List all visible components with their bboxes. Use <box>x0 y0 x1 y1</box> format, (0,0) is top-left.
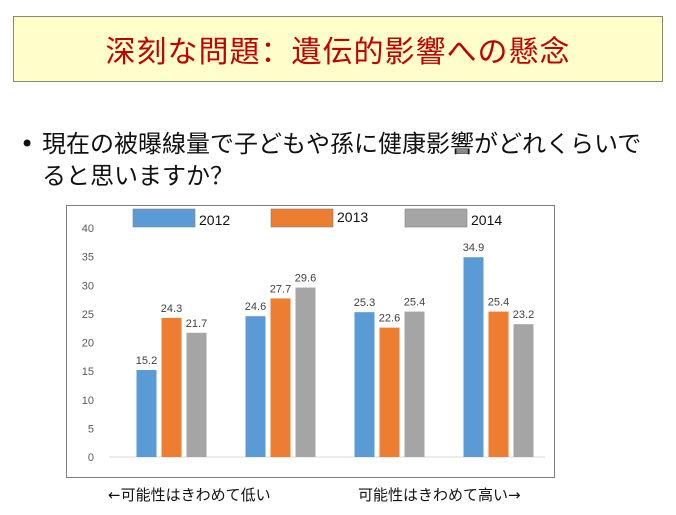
bar-2014-2 <box>295 287 316 457</box>
y-tick-label: 20 <box>82 338 94 350</box>
legend-swatch-2013 <box>270 208 334 228</box>
bar-2013-3 <box>379 327 400 457</box>
bar-2012-3 <box>354 312 375 457</box>
legend-swatch-2014 <box>404 208 468 228</box>
y-tick-label: 40 <box>82 223 94 235</box>
slide-title-text: 深刻な問題：遺伝的影響への懸念 <box>105 35 571 70</box>
question-text: 現在の被曝線量で子どもや孫に健康影響がどれくらいでると思いますか？ <box>42 130 642 190</box>
y-tick-label: 15 <box>82 366 94 378</box>
data-label-2014-2: 29.6 <box>295 273 316 285</box>
legend-label-2013: 2013 <box>337 209 368 225</box>
bullet-dot: • <box>20 130 35 158</box>
bar-2013-1 <box>161 317 182 457</box>
y-tick-label: 10 <box>82 395 94 407</box>
bar-2012-2 <box>245 316 266 457</box>
caption-low-likelihood: ←可能性はきわめて低い <box>108 486 271 504</box>
data-label-2013-1: 24.3 <box>161 303 182 315</box>
y-tick-label: 25 <box>82 309 94 321</box>
data-label-2012-2: 24.6 <box>245 301 266 313</box>
legend-swatch-2012 <box>132 208 196 228</box>
slide-title: 深刻な問題：遺伝的影響への懸念 <box>13 16 663 82</box>
bar-2013-4 <box>488 311 509 457</box>
data-label-2013-2: 27.7 <box>270 283 291 295</box>
data-label-2013-4: 25.4 <box>488 297 509 309</box>
bar-2013-2 <box>270 298 291 457</box>
data-label-2012-3: 25.3 <box>354 297 375 309</box>
bar-2014-4 <box>513 324 534 457</box>
bar-2014-1 <box>186 332 207 457</box>
data-label-2014-4: 23.2 <box>513 309 534 321</box>
question-bullet: • 現在の被曝線量で子どもや孫に健康影響がどれくらいでると思いますか？ <box>20 128 665 192</box>
bar-chart: 0 5 10 15 20 25 30 35 40 15.2 24.6 25.3 34.9 24.3 27.7… <box>66 205 555 478</box>
caption-high-likelihood: 可能性はきわめて高い→ <box>358 486 521 504</box>
data-label-2012-1: 15.2 <box>136 355 157 367</box>
y-tick-label: 30 <box>82 280 94 292</box>
legend-label-2014: 2014 <box>471 212 502 228</box>
y-tick-label: 0 <box>88 452 94 464</box>
y-tick-label: 35 <box>82 252 94 264</box>
data-label-2013-3: 22.6 <box>379 313 400 325</box>
bar-2012-1 <box>136 369 157 457</box>
bar-chart-svg: 0 5 10 15 20 25 30 35 40 15.2 24.6 25.3 34.9 24.3 27.7… <box>82 208 545 464</box>
data-label-2012-4: 34.9 <box>463 242 484 254</box>
bar-2014-3 <box>404 311 425 457</box>
legend-label-2012: 2012 <box>199 212 230 228</box>
data-label-2014-3: 25.4 <box>404 297 425 309</box>
data-label-2014-1: 21.7 <box>186 318 207 330</box>
y-tick-label: 5 <box>88 423 94 435</box>
bar-2012-4 <box>463 257 484 457</box>
